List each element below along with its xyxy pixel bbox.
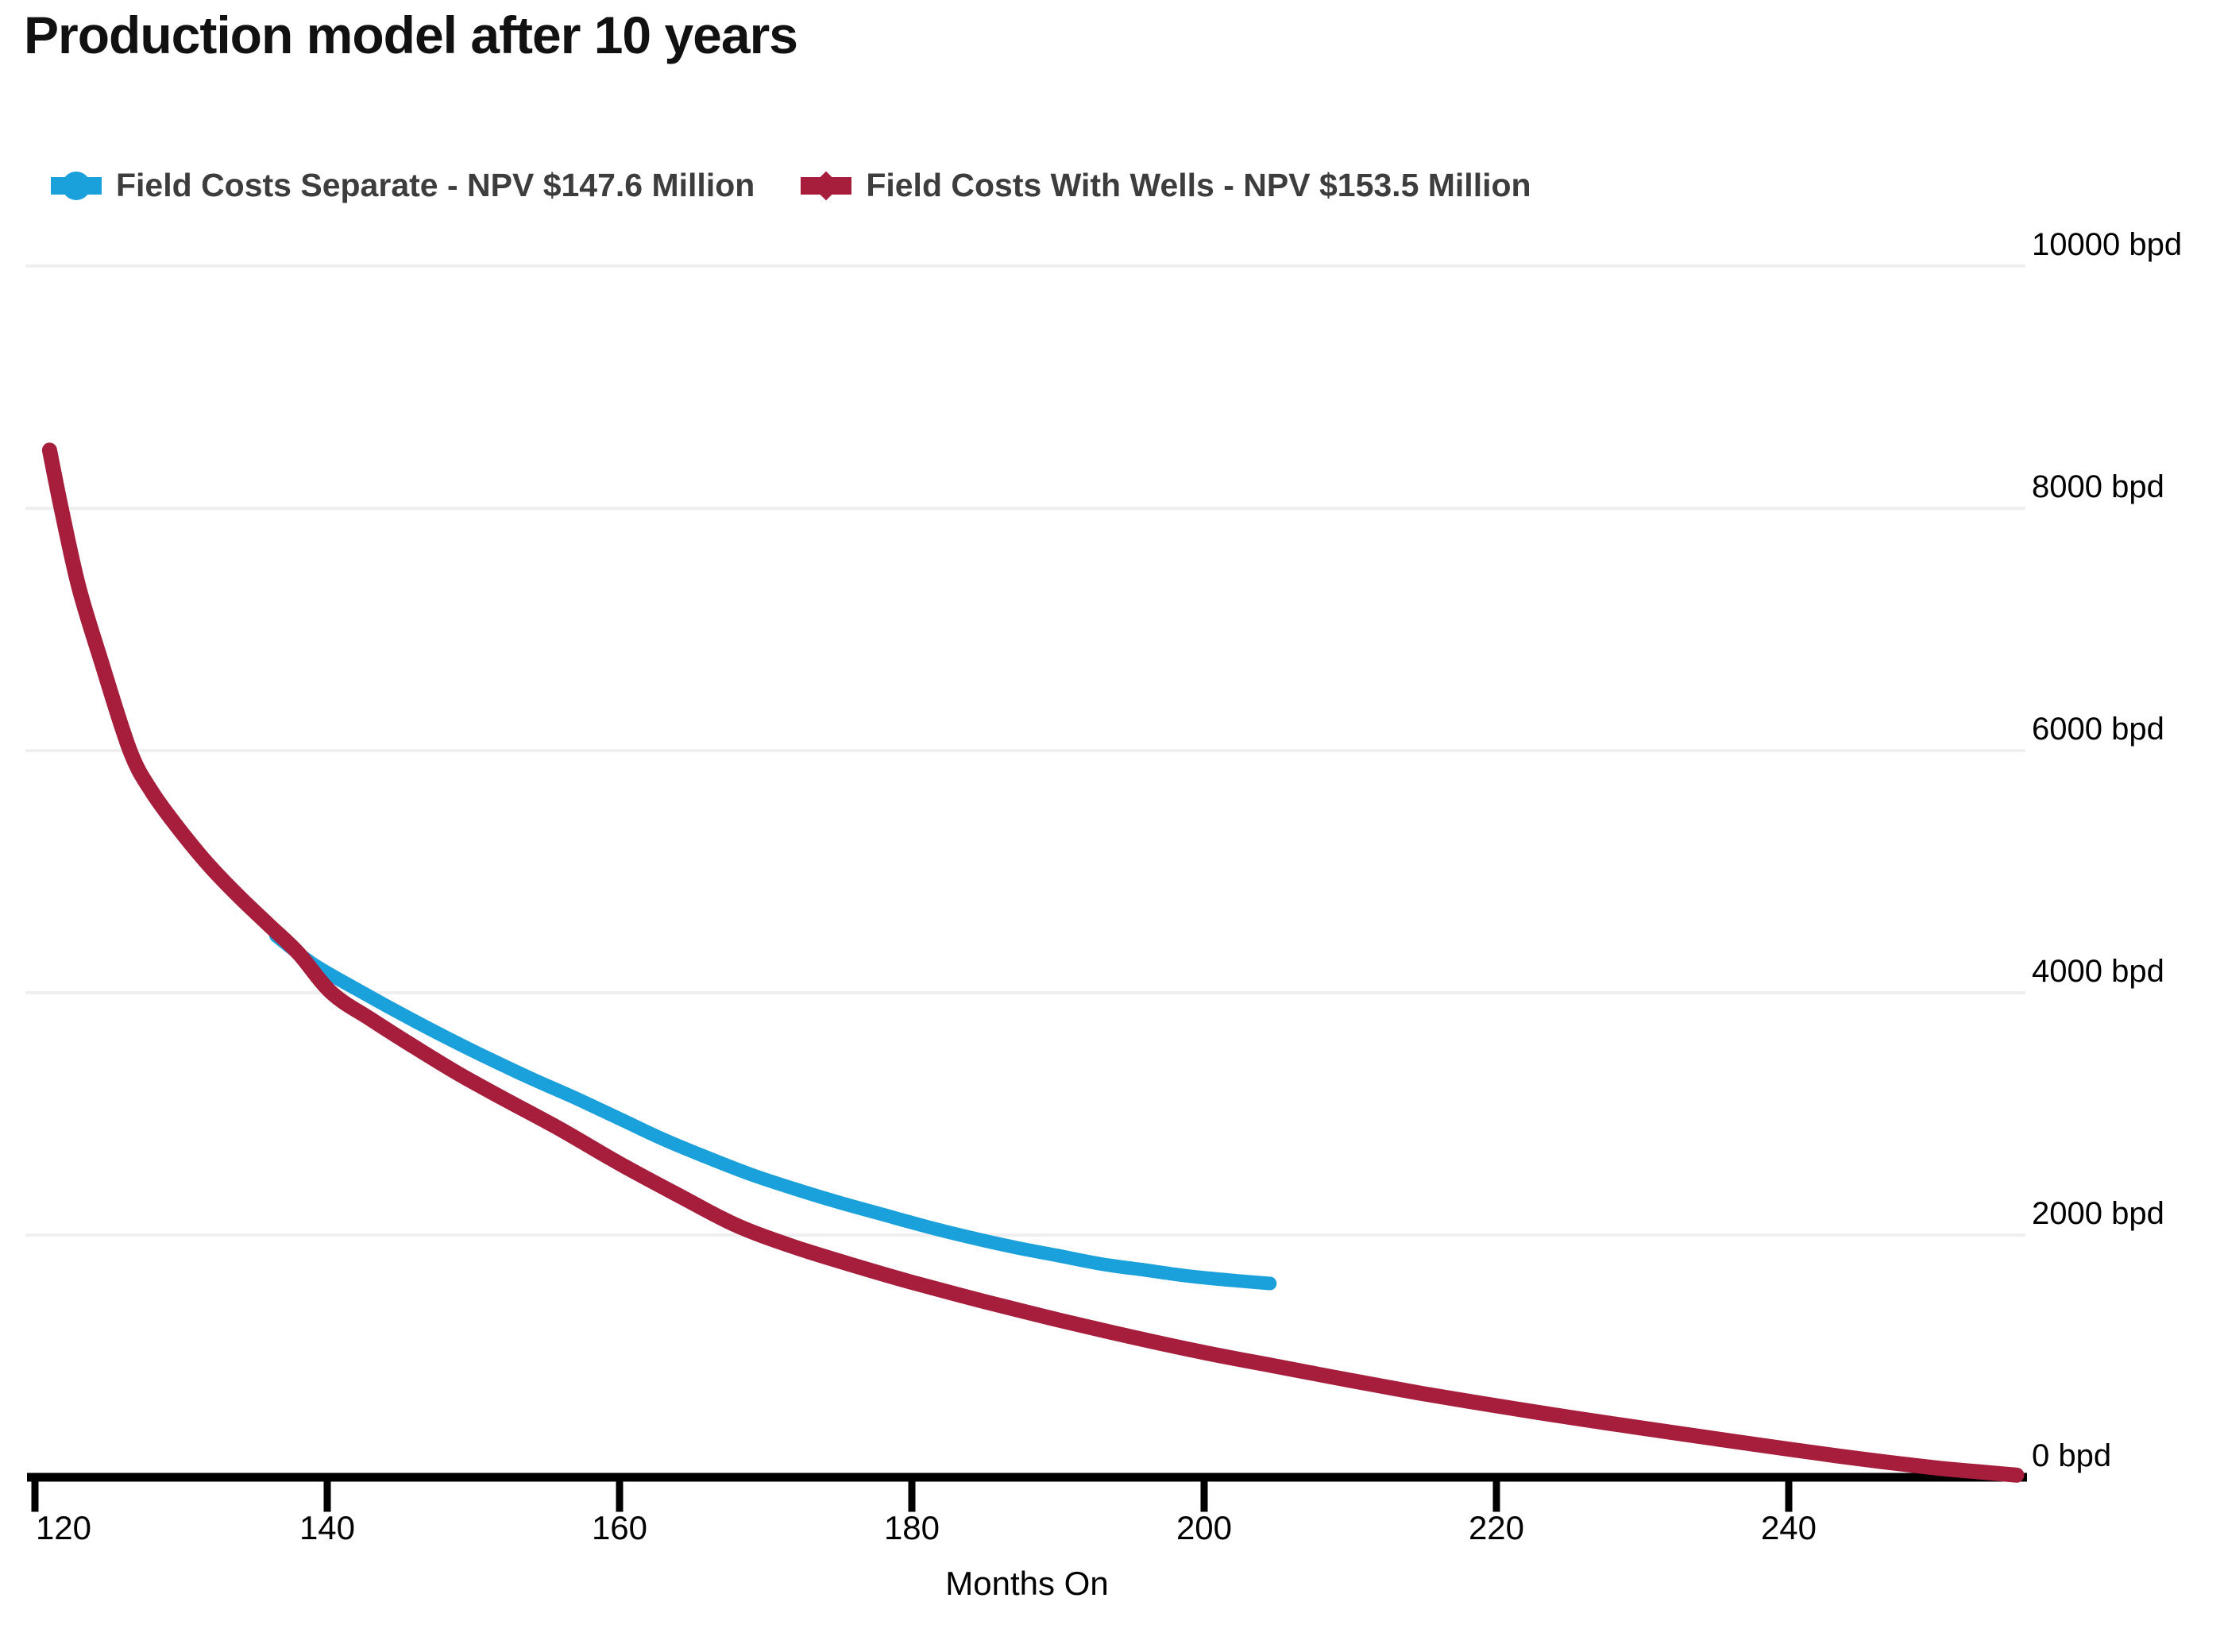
y-tick-label-6000: 6000 bpd bbox=[2032, 712, 2164, 747]
x-tick-label-240: 240 bbox=[1761, 1509, 1817, 1546]
legend-item-field-costs-separate[interactable]: Field Costs Separate - NPV $147.6 Millio… bbox=[51, 167, 755, 204]
y-tick-label-0: 0 bpd bbox=[2032, 1438, 2111, 1473]
series-line-field-costs-separate bbox=[269, 928, 1277, 1291]
x-tick-label-200: 200 bbox=[1176, 1509, 1232, 1546]
x-tick-label-160: 160 bbox=[592, 1509, 647, 1546]
y-tick-label-8000: 8000 bpd bbox=[2032, 469, 2164, 504]
x-tick-label-120: 120 bbox=[36, 1509, 91, 1546]
x-tick-label-180: 180 bbox=[884, 1509, 940, 1546]
x-tick-label-140: 140 bbox=[299, 1509, 355, 1546]
line-circle-marker-icon bbox=[51, 168, 102, 203]
series-line-field-costs-with-wells bbox=[41, 442, 2025, 1483]
y-tick-label-4000: 4000 bpd bbox=[2032, 954, 2164, 989]
legend-label: Field Costs Separate - NPV $147.6 Millio… bbox=[116, 167, 755, 203]
legend-label: Field Costs With Wells - NPV $153.5 Mill… bbox=[866, 167, 1531, 203]
y-tick-label-2000: 2000 bpd bbox=[2032, 1196, 2164, 1231]
y-tick-label-10000: 10000 bpd bbox=[2032, 227, 2182, 262]
x-tick-label-220: 220 bbox=[1469, 1509, 1524, 1546]
x-axis-title: Months On bbox=[945, 1565, 1108, 1602]
legend-item-field-costs-with-wells[interactable]: Field Costs With Wells - NPV $153.5 Mill… bbox=[801, 167, 1531, 204]
chart-legend: Field Costs Separate - NPV $147.6 Millio… bbox=[51, 167, 1531, 204]
chart-title: Production model after 10 years bbox=[24, 6, 798, 64]
line-diamond-marker-icon bbox=[801, 168, 852, 203]
legend-circle-swatch bbox=[62, 171, 91, 200]
